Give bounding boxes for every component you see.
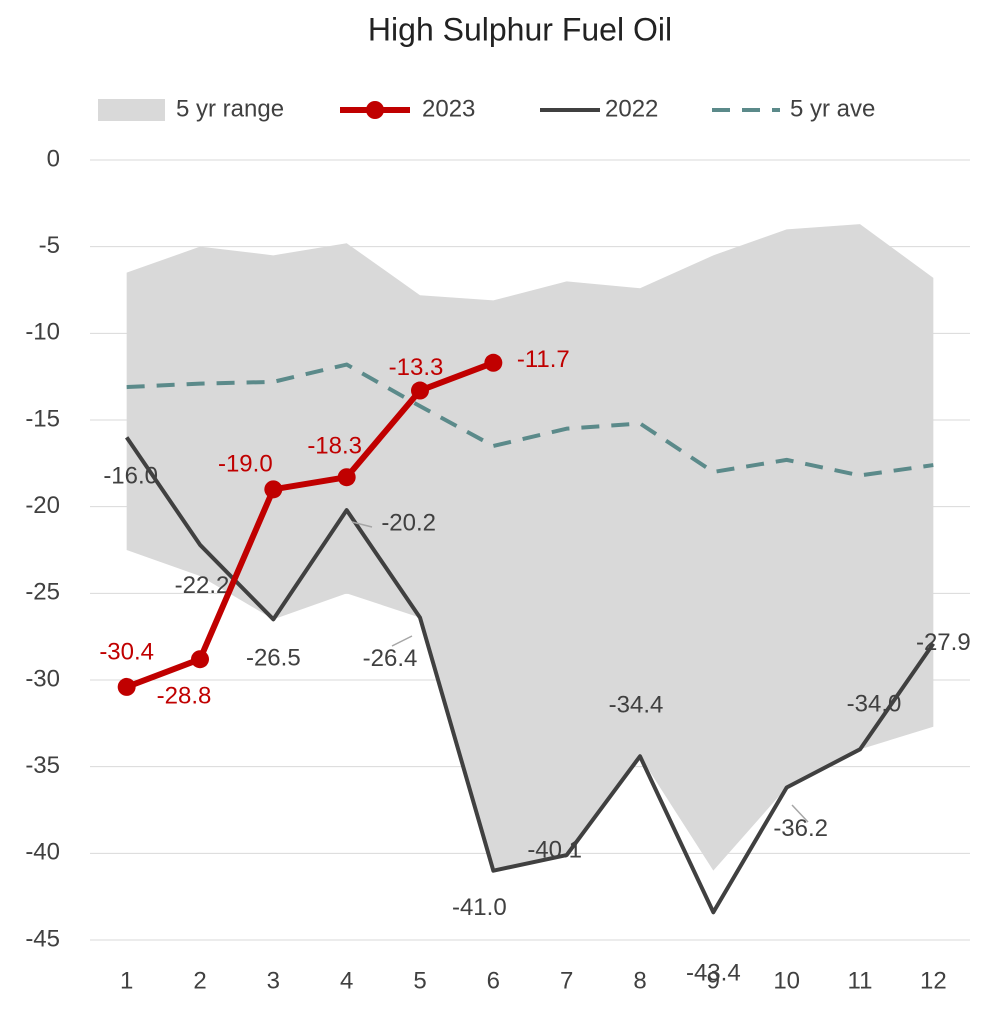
average-line — [126, 362, 934, 478]
leader-line — [391, 635, 413, 647]
data-label: -18.3 — [307, 433, 362, 460]
data-label: -22.2 — [175, 572, 230, 599]
data-label: -19.0 — [218, 451, 273, 478]
point — [264, 480, 283, 499]
legend-label: 5 yr ave — [790, 95, 875, 122]
y-tick-label: -15 — [25, 405, 60, 432]
data-label: -26.4 — [363, 645, 418, 672]
x-tick-label: 2 — [193, 967, 206, 994]
point — [337, 468, 356, 487]
data-label: -16.0 — [103, 463, 158, 490]
y-tick-label: -20 — [25, 492, 60, 519]
x-tick-label: 7 — [560, 967, 573, 994]
leader-line — [791, 804, 809, 823]
data-label: -34.4 — [609, 692, 664, 719]
range-area — [126, 224, 934, 871]
point — [117, 677, 136, 696]
data-label: -13.3 — [389, 354, 444, 381]
x-tick-label: 1 — [120, 967, 133, 994]
x-tick-label: 12 — [920, 967, 947, 994]
legend-label: 2023 — [422, 95, 475, 122]
data-label: -30.4 — [99, 638, 154, 665]
data-label: -27.9 — [916, 629, 971, 656]
x-tick-label: 8 — [633, 967, 646, 994]
legend-label: 5 yr range — [176, 95, 284, 122]
x-tick-label: 11 — [848, 967, 873, 994]
y-tick-label: -35 — [25, 752, 60, 779]
data-label: -11.7 — [517, 346, 570, 373]
x-tick-label: 5 — [413, 967, 426, 994]
leader-line — [351, 521, 373, 528]
legend-marker — [366, 101, 384, 119]
data-label: -36.2 — [773, 815, 828, 842]
x-tick-label: 3 — [267, 967, 280, 994]
point — [484, 353, 503, 372]
data-label: -40.1 — [527, 836, 582, 863]
y-tick-label: -30 — [25, 665, 60, 692]
x-tick-label: 10 — [773, 967, 800, 994]
series-line — [125, 359, 495, 690]
point — [411, 381, 429, 400]
data-label: -20.2 — [381, 509, 436, 536]
y-tick-label: -10 — [25, 319, 60, 346]
legend-swatch — [98, 99, 165, 121]
series-line — [125, 436, 935, 915]
data-label: -43.4 — [686, 960, 741, 987]
y-tick-label: -45 — [25, 925, 60, 952]
data-label: -41.0 — [452, 894, 507, 921]
x-tick-label: 4 — [340, 967, 353, 994]
data-label: -28.8 — [157, 683, 212, 710]
point — [191, 650, 209, 669]
data-label: -26.5 — [246, 645, 301, 672]
y-tick-label: 0 — [47, 145, 60, 172]
data-label: -34.0 — [847, 691, 902, 718]
y-tick-label: -25 — [25, 579, 60, 606]
y-tick-label: -40 — [25, 839, 60, 866]
legend-label: 2022 — [605, 95, 658, 122]
y-tick-label: -5 — [39, 232, 60, 259]
x-tick-label: 6 — [487, 967, 500, 994]
x-tick-label: 9 — [707, 967, 720, 994]
chart-title: High Sulphur Fuel Oil — [368, 11, 672, 47]
